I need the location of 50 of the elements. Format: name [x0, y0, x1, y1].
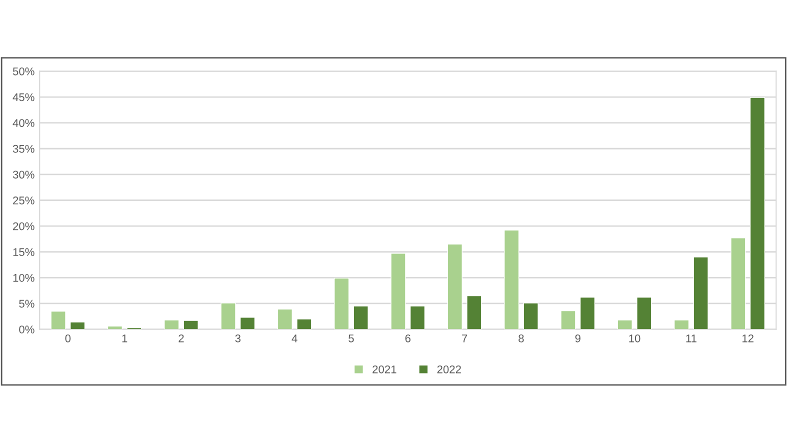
- bar: [410, 306, 426, 330]
- y-tick-label: 10%: [13, 274, 34, 282]
- y-tick-label: 0%: [19, 326, 34, 334]
- bar: [70, 322, 86, 330]
- bar: [504, 230, 520, 330]
- x-tick-label: 1: [122, 334, 128, 342]
- x-tick-label: 8: [518, 334, 524, 342]
- bar: [617, 320, 632, 330]
- bar: [164, 320, 180, 330]
- y-tick-label: 20%: [13, 222, 34, 230]
- x-tick-label: 0: [65, 334, 71, 342]
- x-tick-label: 12: [742, 334, 754, 342]
- x-tick-label: 3: [235, 334, 241, 342]
- bar: [447, 244, 462, 330]
- y-tick-label: 15%: [13, 248, 34, 256]
- x-tick-label: 6: [405, 334, 410, 342]
- x-tick-label: 10: [629, 334, 640, 342]
- x-tick-label: 2: [178, 334, 184, 342]
- bar: [523, 302, 538, 330]
- bar: [560, 310, 576, 330]
- bar: [353, 306, 368, 330]
- legend-label: 2022: [437, 365, 461, 374]
- x-tick-label: 11: [686, 334, 696, 342]
- x-tick-label: 4: [292, 334, 298, 342]
- bar: [466, 295, 482, 330]
- y-tick-label: 40%: [12, 119, 34, 127]
- bar: [183, 320, 198, 330]
- bar: [390, 253, 406, 330]
- y-tick-label: 35%: [12, 144, 34, 153]
- y-tick-label: 25%: [13, 196, 34, 204]
- bar: [240, 317, 256, 330]
- x-tick-label: 9: [575, 334, 580, 342]
- bar: [277, 308, 293, 330]
- bar: [220, 302, 236, 330]
- bar: [580, 296, 596, 330]
- bar: [730, 238, 746, 330]
- x-tick-label: 5: [348, 334, 354, 342]
- legend-label: 2021: [372, 365, 396, 374]
- bar: [674, 320, 690, 330]
- bar: [50, 310, 66, 330]
- x-tick-label: 7: [462, 334, 468, 342]
- bar: [334, 278, 350, 330]
- y-tick-label: 30%: [12, 170, 34, 179]
- bar: [636, 296, 652, 330]
- y-tick-label: 5%: [19, 300, 34, 308]
- y-tick-label: 50%: [12, 67, 34, 76]
- bar: [296, 318, 312, 330]
- bar: [693, 256, 708, 330]
- y-tick-label: 45%: [12, 93, 34, 102]
- bar: [750, 97, 766, 330]
